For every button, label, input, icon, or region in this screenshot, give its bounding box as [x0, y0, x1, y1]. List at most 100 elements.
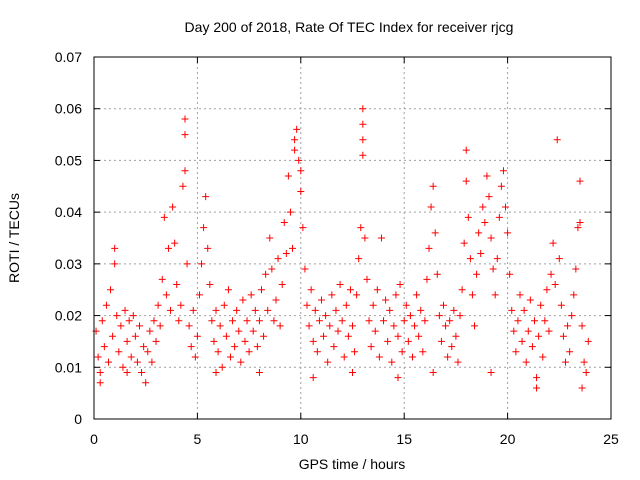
data-point: [429, 182, 437, 190]
data-point: [144, 348, 152, 356]
data-point: [522, 358, 530, 366]
data-point: [291, 146, 299, 154]
data-point: [417, 306, 425, 314]
data-point: [150, 317, 158, 325]
data-point: [200, 224, 208, 232]
data-point: [373, 286, 381, 294]
axis-ticks: 0 5 10 15 20 25 0 0.01 0.02 0.03 0.04 0.05 0.06 0.07: [55, 49, 619, 447]
data-point: [175, 317, 183, 325]
data-point: [311, 306, 319, 314]
data-point: [245, 348, 253, 356]
y-tick-label: 0.04: [55, 204, 82, 220]
data-point: [349, 322, 356, 330]
data-point: [220, 301, 228, 309]
data-point: [355, 255, 363, 263]
data-point: [286, 208, 294, 216]
data-point: [351, 348, 359, 356]
data-point: [111, 244, 119, 252]
y-tick-label: 0.06: [55, 101, 82, 117]
data-point: [307, 286, 315, 294]
data-point: [98, 317, 106, 325]
y-tick-label: 0.01: [55, 359, 82, 375]
data-point: [458, 286, 466, 294]
data-point: [210, 337, 218, 345]
data-point: [152, 337, 160, 345]
y-axis-label: ROTI / TECUs: [6, 193, 22, 283]
data-point: [361, 234, 369, 242]
data-point: [162, 291, 170, 299]
data-point: [284, 172, 292, 180]
data-point: [146, 327, 154, 335]
data-point: [262, 270, 270, 278]
data-point: [142, 379, 150, 387]
data-point: [107, 286, 115, 294]
data-point: [303, 301, 311, 309]
data-point: [243, 317, 251, 325]
data-point: [322, 312, 330, 320]
data-point: [198, 260, 206, 268]
data-point: [138, 368, 146, 376]
data-point: [315, 317, 323, 325]
data-point: [510, 327, 518, 335]
data-point: [212, 368, 220, 376]
data-point: [423, 275, 431, 283]
chart-title: Day 200 of 2018, Rate Of TEC Index for r…: [185, 19, 514, 35]
data-point: [549, 239, 557, 247]
data-point: [344, 332, 352, 340]
data-point: [309, 337, 317, 345]
y-tick-label: 0.07: [55, 49, 82, 65]
data-point: [96, 379, 104, 387]
data-point: [566, 348, 574, 356]
data-point: [328, 291, 336, 299]
data-point: [258, 286, 266, 294]
data-point: [334, 327, 342, 335]
data-point: [193, 332, 201, 340]
data-point: [543, 286, 551, 294]
data-point: [512, 348, 520, 356]
data-point: [394, 374, 402, 382]
data-point: [206, 281, 214, 289]
data-point: [181, 115, 189, 123]
data-point: [533, 374, 541, 382]
data-point: [504, 229, 512, 237]
data-point: [394, 332, 402, 340]
data-point: [235, 327, 243, 335]
data-point: [177, 301, 185, 309]
data-point: [282, 250, 290, 258]
data-point: [115, 348, 123, 356]
data-point: [481, 218, 489, 226]
data-point: [580, 358, 588, 366]
data-point: [169, 203, 177, 211]
data-point: [516, 291, 524, 299]
data-point: [96, 368, 104, 376]
data-point: [156, 322, 164, 330]
data-point: [551, 281, 559, 289]
data-point: [483, 172, 491, 180]
data-point: [274, 255, 282, 263]
data-point: [191, 353, 199, 361]
data-point: [524, 327, 532, 335]
data-point: [280, 218, 288, 226]
data-point: [212, 306, 220, 314]
y-tick-label: 0.03: [55, 256, 82, 272]
data-point: [214, 348, 222, 356]
data-point: [502, 203, 510, 211]
data-point: [299, 224, 307, 232]
data-point: [466, 255, 474, 263]
data-point: [555, 255, 563, 263]
data-point: [342, 301, 350, 309]
data-point: [452, 332, 460, 340]
data-point: [295, 156, 303, 164]
data-point: [464, 213, 472, 221]
data-point: [572, 265, 580, 273]
data-point: [479, 203, 487, 211]
data-point: [427, 203, 435, 211]
data-point: [187, 343, 195, 351]
data-point: [268, 265, 276, 273]
data-point: [454, 358, 462, 366]
data-point: [183, 260, 191, 268]
data-point: [578, 384, 586, 392]
data-point: [202, 193, 210, 201]
data-point: [392, 291, 400, 299]
data-point: [239, 296, 247, 304]
